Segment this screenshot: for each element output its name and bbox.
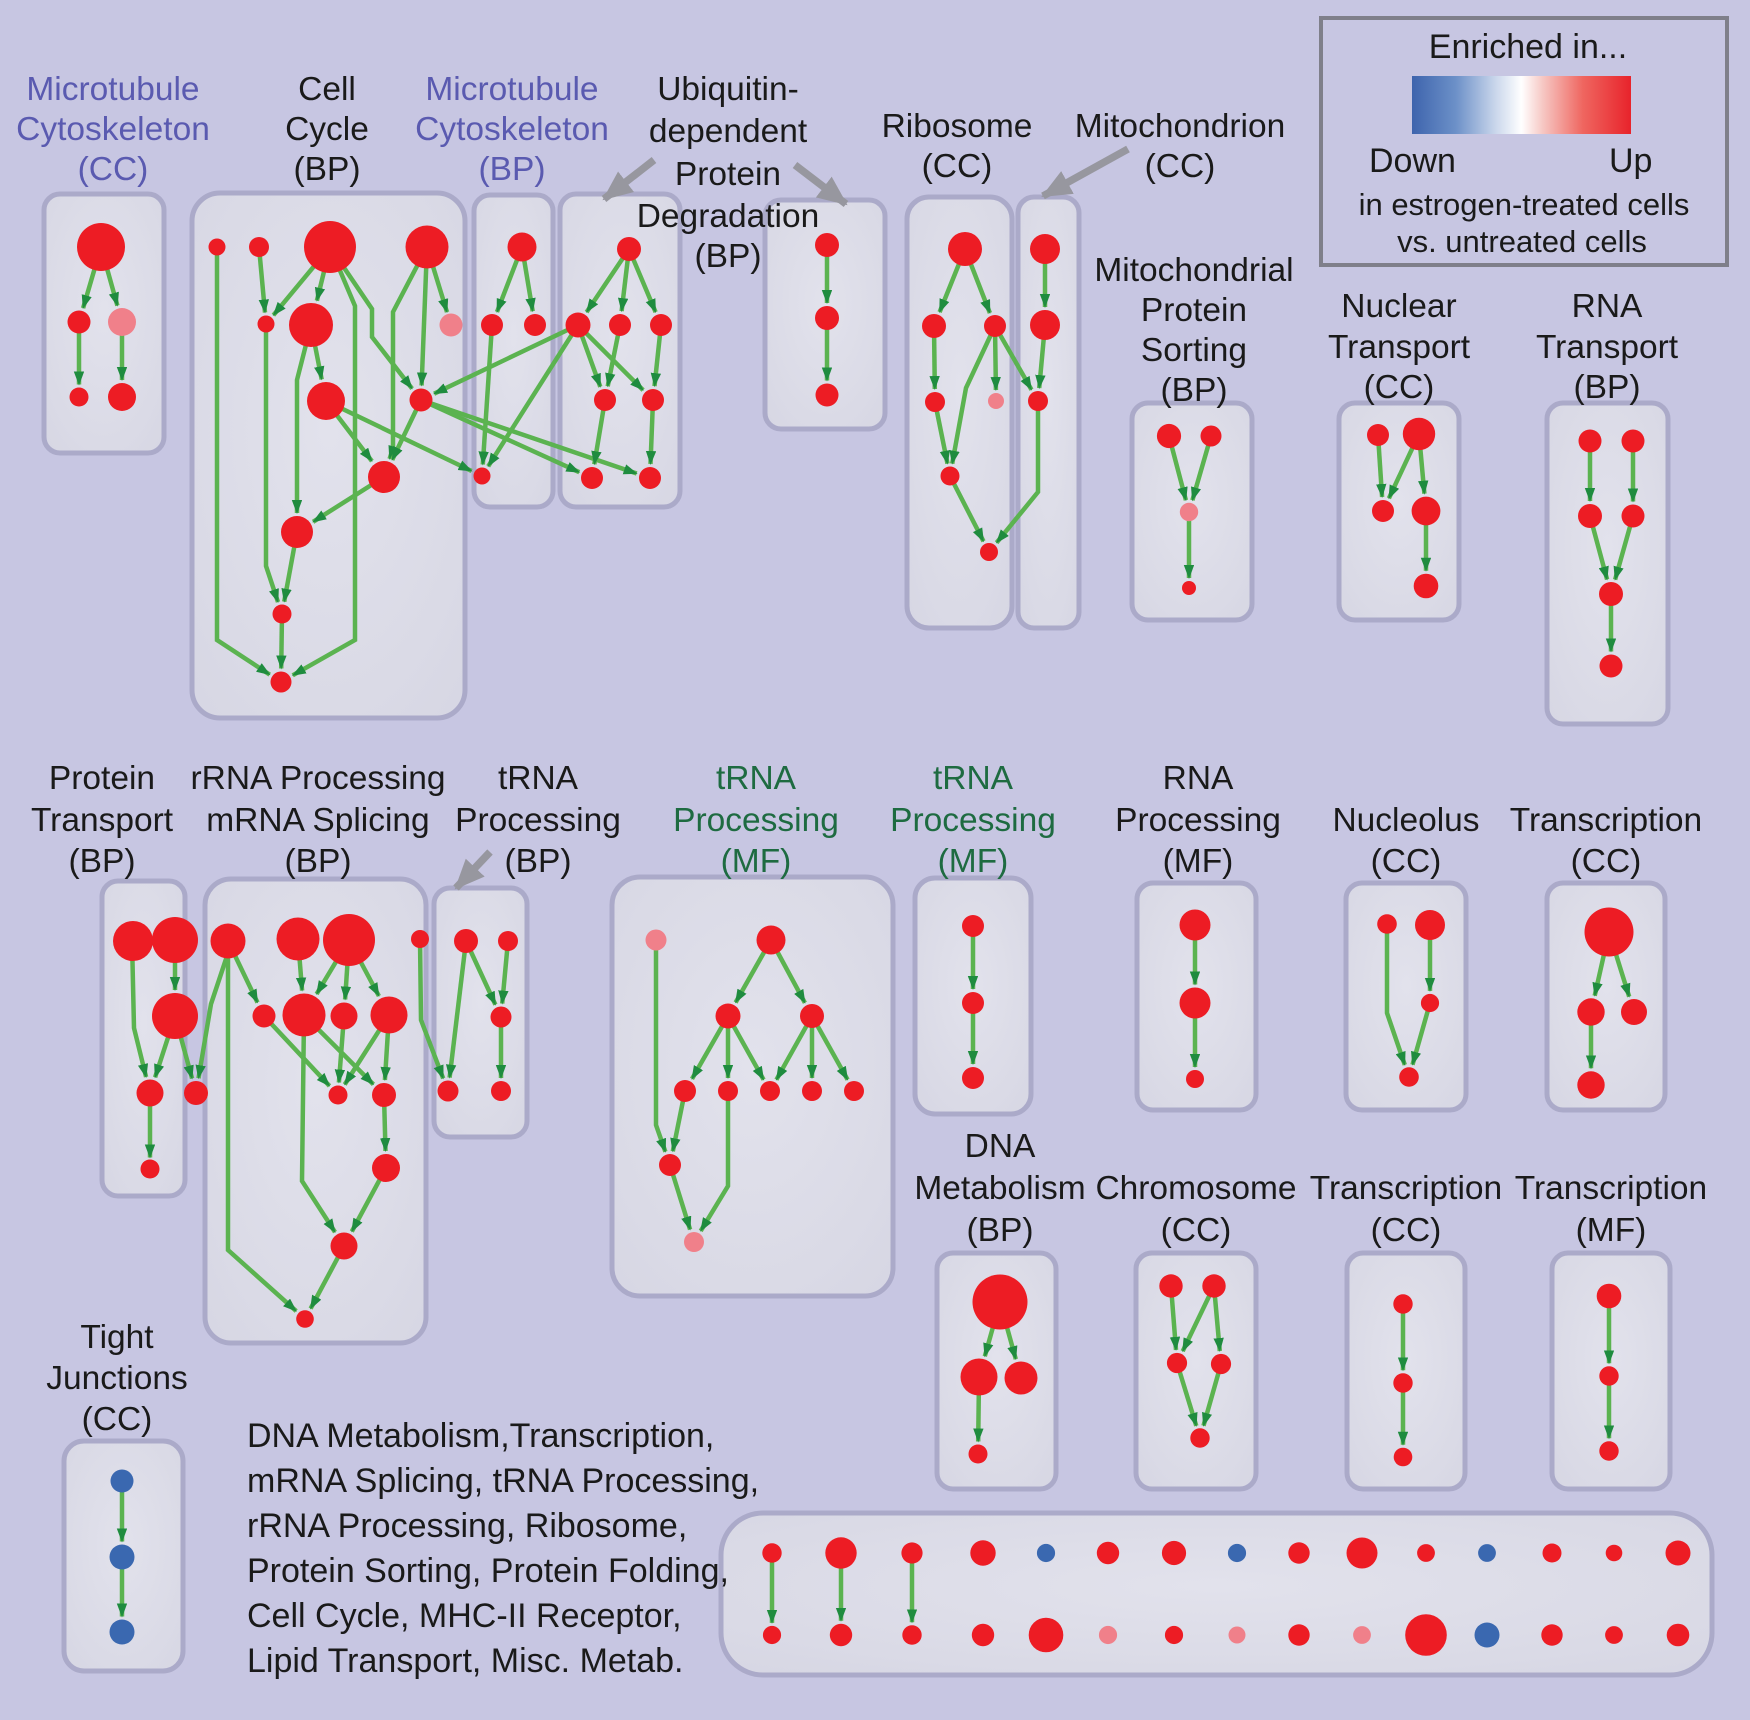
svg-text:(BP): (BP) [695, 238, 762, 275]
svg-text:Processing: Processing [1115, 802, 1281, 839]
svg-text:(BP): (BP) [1161, 372, 1228, 409]
svg-text:tRNA: tRNA [716, 760, 797, 797]
svg-text:(BP): (BP) [1574, 369, 1641, 406]
svg-text:Processing: Processing [890, 802, 1056, 839]
svg-text:vs. untreated cells: vs. untreated cells [1397, 224, 1647, 259]
svg-text:(MF): (MF) [938, 843, 1009, 880]
svg-text:(BP): (BP) [479, 151, 546, 188]
svg-text:Cycle: Cycle [285, 111, 369, 148]
svg-text:RNA: RNA [1572, 288, 1643, 325]
svg-text:DNA Metabolism,Transcription,: DNA Metabolism,Transcription, [247, 1417, 714, 1455]
svg-text:Tight: Tight [80, 1319, 154, 1356]
svg-text:Ubiquitin-: Ubiquitin- [657, 71, 799, 108]
svg-text:mRNA Splicing, tRNA Processing: mRNA Splicing, tRNA Processing, [247, 1462, 759, 1500]
svg-text:Down: Down [1369, 142, 1456, 180]
svg-text:Chromosome: Chromosome [1095, 1170, 1296, 1207]
svg-text:(CC): (CC) [1364, 369, 1435, 406]
svg-text:(CC): (CC) [1371, 843, 1442, 880]
svg-text:mRNA Splicing: mRNA Splicing [206, 802, 429, 839]
svg-text:DNA: DNA [965, 1128, 1036, 1165]
svg-text:Transcription: Transcription [1310, 1170, 1502, 1207]
svg-text:Mitochondrion: Mitochondrion [1075, 108, 1285, 145]
svg-text:(MF): (MF) [1163, 843, 1234, 880]
svg-text:Mitochondrial: Mitochondrial [1094, 252, 1293, 289]
svg-text:Cell Cycle, MHC-II Receptor,: Cell Cycle, MHC-II Receptor, [247, 1597, 682, 1635]
svg-text:(MF): (MF) [1576, 1212, 1647, 1249]
svg-text:(CC): (CC) [1161, 1212, 1232, 1249]
svg-text:(CC): (CC) [1371, 1212, 1442, 1249]
svg-text:Ribosome: Ribosome [882, 108, 1033, 145]
svg-text:(BP): (BP) [285, 843, 352, 880]
svg-text:rRNA Processing, Ribosome,: rRNA Processing, Ribosome, [247, 1507, 687, 1545]
svg-text:Protein: Protein [675, 156, 781, 193]
svg-text:(BP): (BP) [505, 843, 572, 880]
svg-text:Protein: Protein [49, 760, 155, 797]
svg-text:Processing: Processing [455, 802, 621, 839]
svg-text:(CC): (CC) [922, 148, 993, 185]
svg-text:Enriched in...: Enriched in... [1429, 28, 1627, 66]
svg-text:Protein Sorting, Protein Foldi: Protein Sorting, Protein Folding, [247, 1552, 729, 1590]
svg-text:Transport: Transport [31, 802, 174, 839]
svg-text:(CC): (CC) [82, 1401, 153, 1438]
svg-text:Nuclear: Nuclear [1341, 288, 1456, 325]
svg-text:Transcription: Transcription [1510, 802, 1702, 839]
svg-text:Microtubule: Microtubule [26, 71, 199, 108]
svg-text:Transport: Transport [1328, 329, 1471, 366]
svg-text:(CC): (CC) [1145, 148, 1216, 185]
svg-text:Up: Up [1609, 142, 1652, 180]
svg-text:Protein: Protein [1141, 292, 1247, 329]
svg-text:Metabolism: Metabolism [914, 1170, 1085, 1207]
svg-text:Cytoskeleton: Cytoskeleton [16, 111, 210, 148]
svg-text:Degradation: Degradation [637, 198, 820, 235]
svg-text:Transport: Transport [1536, 329, 1679, 366]
svg-text:Processing: Processing [673, 802, 839, 839]
svg-text:Junctions: Junctions [46, 1360, 188, 1397]
svg-text:(BP): (BP) [967, 1212, 1034, 1249]
svg-text:Transcription: Transcription [1515, 1170, 1707, 1207]
svg-text:RNA: RNA [1163, 760, 1234, 797]
svg-text:dependent: dependent [649, 113, 808, 150]
svg-text:(BP): (BP) [294, 151, 361, 188]
svg-text:(CC): (CC) [78, 151, 149, 188]
svg-text:(BP): (BP) [69, 843, 136, 880]
svg-text:rRNA Processing: rRNA Processing [190, 760, 445, 797]
svg-text:(MF): (MF) [721, 843, 792, 880]
svg-text:Cell: Cell [298, 71, 356, 108]
svg-text:(CC): (CC) [1571, 843, 1642, 880]
svg-text:Sorting: Sorting [1141, 332, 1247, 369]
svg-text:in estrogen-treated cells: in estrogen-treated cells [1359, 187, 1690, 222]
svg-text:Microtubule: Microtubule [425, 71, 598, 108]
svg-text:tRNA: tRNA [498, 760, 579, 797]
svg-text:Nucleolus: Nucleolus [1332, 802, 1479, 839]
svg-text:Lipid Transport, Misc. Metab.: Lipid Transport, Misc. Metab. [247, 1642, 684, 1680]
svg-text:tRNA: tRNA [933, 760, 1014, 797]
svg-text:Cytoskeleton: Cytoskeleton [415, 111, 609, 148]
